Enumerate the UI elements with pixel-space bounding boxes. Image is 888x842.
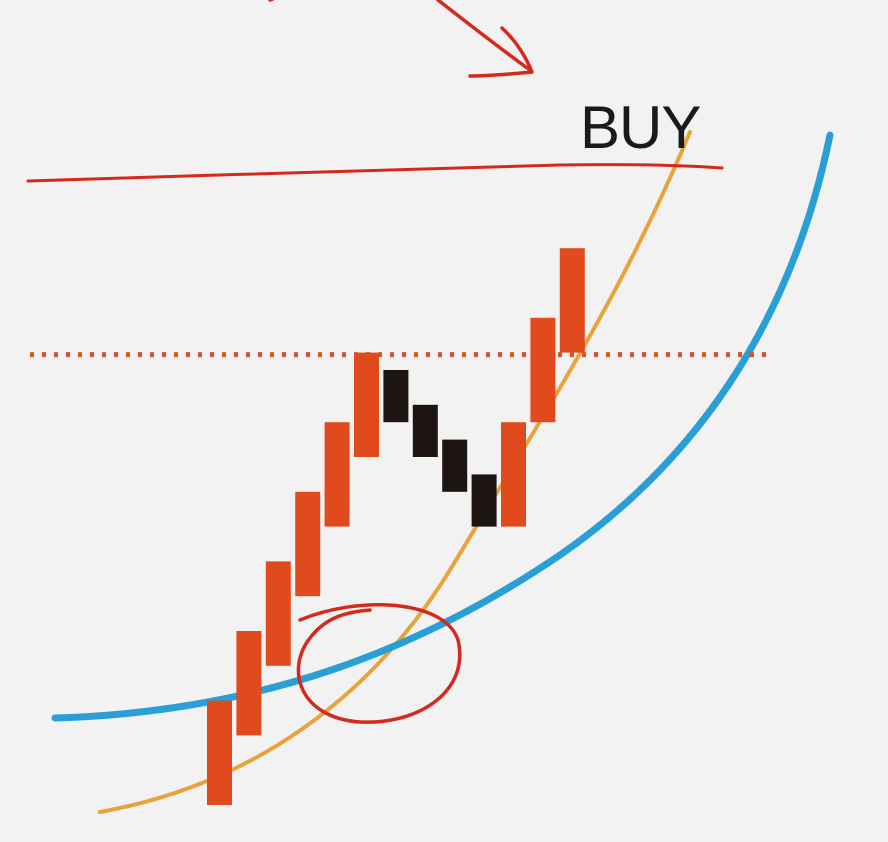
renko-brick-up xyxy=(236,631,262,736)
renko-brick-up xyxy=(501,422,526,527)
breakout-arrow-shaft xyxy=(268,0,532,72)
renko-brick-up xyxy=(530,317,556,423)
resistance-layer xyxy=(26,163,770,358)
renko-brick-down xyxy=(412,404,438,457)
brick-layer xyxy=(207,248,585,805)
renko-brick-up xyxy=(354,352,379,457)
renko-brick-up xyxy=(559,248,585,353)
annotation-layer xyxy=(268,0,534,724)
renko-brick-up xyxy=(324,422,350,527)
renko-brick-down xyxy=(471,474,497,527)
renko-brick-down xyxy=(383,370,409,423)
moving-average-layer xyxy=(51,130,834,814)
breakout-arrowhead xyxy=(468,26,534,78)
renko-brick-up xyxy=(295,491,321,597)
resistance-drawn-line xyxy=(26,163,724,183)
renko-brick-down xyxy=(442,439,468,492)
moving-average-slow xyxy=(51,131,834,722)
moving-average-fast xyxy=(98,130,692,814)
buy-signal-label: BUY xyxy=(580,94,700,161)
renko-brick-up xyxy=(265,561,291,666)
renko-brick-up xyxy=(207,700,232,805)
crossover-circle-annotation xyxy=(296,603,462,724)
